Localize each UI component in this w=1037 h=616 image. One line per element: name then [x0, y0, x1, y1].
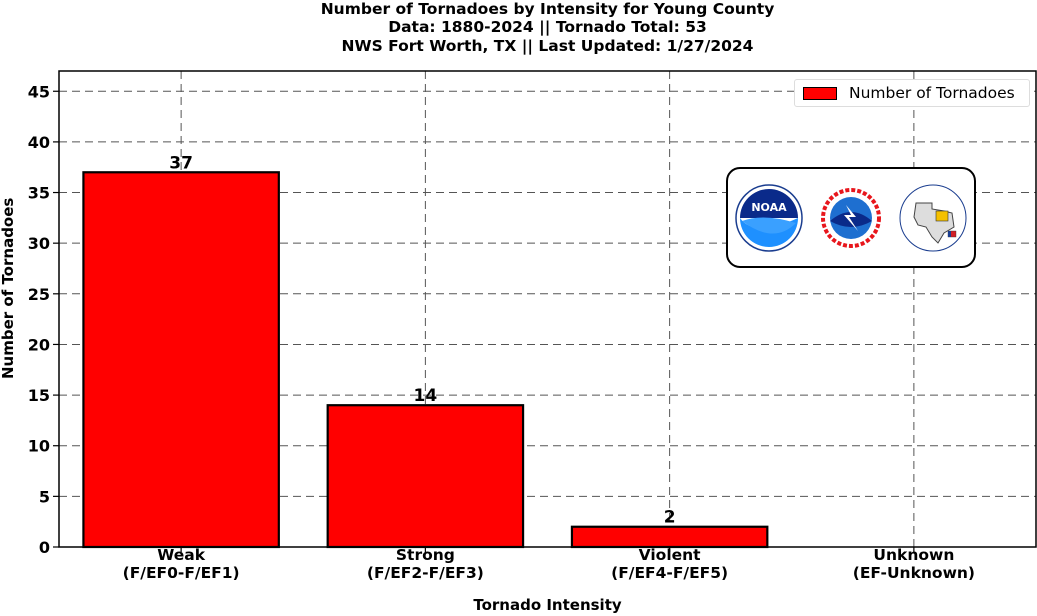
- y-tick-label: 0: [39, 538, 50, 557]
- bar-value-label: 37: [169, 153, 193, 173]
- legend-swatch: [803, 86, 837, 100]
- plot-frame: [58, 70, 1037, 548]
- noaa-logo: NOAA: [735, 183, 803, 252]
- y-tick-label: 5: [39, 487, 50, 506]
- national-weather-service-logo: [818, 184, 884, 251]
- svg-text:NOAA: NOAA: [751, 201, 787, 214]
- nws-fort-worth-texas-logo: [899, 184, 967, 251]
- x-tick-label: (F/EF0-F/EF1): [123, 564, 240, 582]
- chart-title-line-2: Data: 1880-2024 || Tornado Total: 53: [388, 18, 707, 36]
- bar-value-label: 14: [414, 386, 438, 406]
- y-tick-label: 20: [28, 335, 50, 354]
- x-tick-label: Violent: [639, 546, 702, 564]
- y-tick-label: 30: [28, 234, 50, 253]
- chart-title-line-1: Number of Tornadoes by Intensity for You…: [320, 0, 775, 18]
- y-tick-label: 35: [28, 184, 50, 203]
- y-tick-label: 25: [28, 285, 50, 304]
- chart-title-line-3: NWS Fort Worth, TX || Last Updated: 1/27…: [341, 37, 754, 55]
- y-tick-label: 15: [28, 386, 50, 405]
- x-tick-label: Strong: [396, 546, 455, 564]
- x-axis-label: Tornado Intensity: [473, 596, 622, 614]
- y-axis-label: Number of Tornadoes: [0, 197, 17, 379]
- x-tick-label: (EF-Unknown): [853, 564, 975, 582]
- bar: [82, 171, 280, 549]
- x-tick-label: Unknown: [873, 546, 954, 564]
- y-tick-label: 40: [28, 133, 50, 152]
- legend: Number of Tornadoes: [794, 79, 1030, 107]
- x-tick-label: Weak: [157, 546, 206, 564]
- logo-panel: NOAA: [726, 167, 976, 268]
- bar: [326, 404, 525, 549]
- y-tick-label: 10: [28, 437, 50, 456]
- x-tick-label: (F/EF2-F/EF3): [367, 564, 484, 582]
- bar: [570, 525, 769, 549]
- y-tick-label: 45: [28, 82, 50, 101]
- bar-value-label: 2: [664, 508, 676, 528]
- x-tick-label: (F/EF4-F/EF5): [611, 564, 728, 582]
- legend-label: Number of Tornadoes: [849, 84, 1015, 102]
